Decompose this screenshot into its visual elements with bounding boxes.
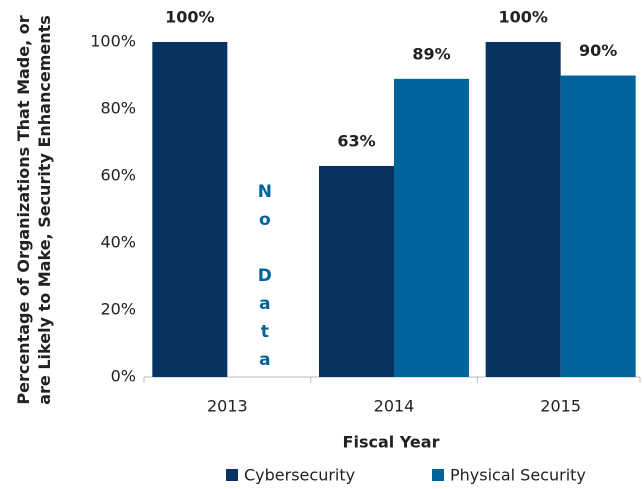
x-tick-label: 2015: [540, 397, 581, 416]
annotation-letter: a: [259, 294, 270, 314]
legend-label: Physical Security: [450, 466, 586, 485]
value-label: 100%: [165, 8, 214, 27]
y-axis-title-line: Percentage of Organizations That Made, o…: [14, 15, 33, 404]
bar: [319, 165, 394, 377]
y-tick-label: 80%: [100, 99, 136, 118]
x-tick-label: 2013: [207, 397, 248, 416]
legend-swatch: [226, 469, 238, 481]
value-label: 63%: [337, 131, 375, 150]
y-tick-label: 60%: [100, 166, 136, 185]
legend-label: Cybersecurity: [244, 466, 355, 485]
y-tick-label: 20%: [100, 300, 136, 319]
annotation-letter: t: [261, 322, 269, 342]
annotation-letter: N: [258, 182, 272, 202]
y-axis-title: Percentage of Organizations That Made, o…: [14, 15, 54, 405]
bar: [485, 42, 561, 377]
y-tick-label: 40%: [100, 233, 136, 252]
annotation-letter: o: [259, 210, 271, 230]
y-tick-label: 0%: [111, 367, 136, 386]
value-label: 89%: [412, 44, 450, 63]
x-axis-title: Fiscal Year: [343, 433, 440, 452]
y-tick-label: 100%: [90, 32, 136, 51]
x-tick-label: 2014: [374, 397, 415, 416]
legend-swatch: [432, 469, 444, 481]
value-label: 90%: [579, 41, 617, 60]
bar: [560, 75, 636, 377]
annotation-letter: D: [258, 266, 272, 286]
value-label: 100%: [498, 8, 547, 27]
annotation-letter: a: [259, 350, 270, 370]
annotation-letter: [262, 238, 268, 258]
bar: [152, 42, 228, 377]
y-axis-title-line: are Likely to Make, Security Enhancement…: [35, 15, 54, 405]
bar: [394, 78, 469, 377]
